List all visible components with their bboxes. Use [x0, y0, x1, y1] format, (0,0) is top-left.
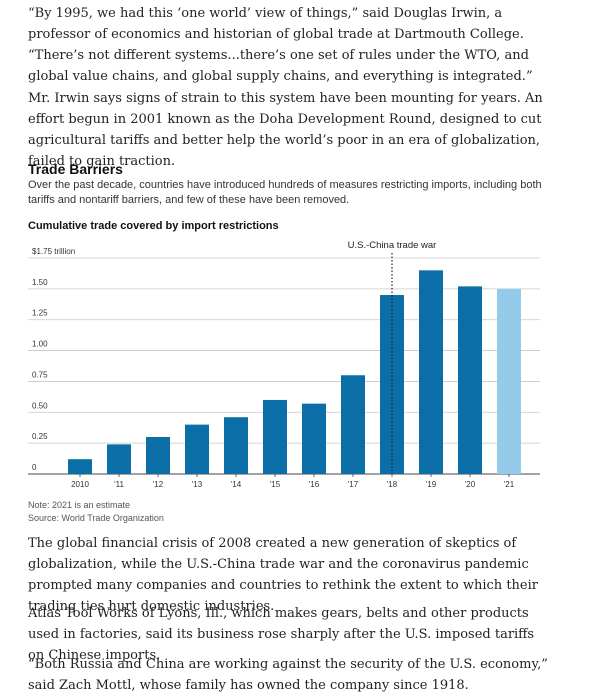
y-tick-label: $1.75 trillion [32, 247, 75, 256]
y-tick-label: 1.00 [32, 340, 48, 349]
x-tick-label: '13 [192, 480, 203, 489]
y-tick-label: 1.25 [32, 309, 48, 318]
x-tick-label: '17 [348, 480, 359, 489]
bar-7 [341, 375, 365, 474]
bar-10 [458, 286, 482, 474]
paragraph-1: “By 1995, we had this ‘one world’ view o… [28, 6, 533, 84]
bar-9 [419, 270, 443, 474]
y-tick-label: 0.75 [32, 370, 48, 379]
bar-11 [497, 288, 521, 474]
chart-description: Over the past decade, countries have int… [28, 179, 542, 206]
bar-8 [380, 295, 404, 474]
y-tick-label: 1.50 [32, 278, 48, 287]
annotation-label: U.S.-China trade war [348, 240, 437, 251]
chart-notes: Note: 2021 is an estimate Source: World … [28, 499, 164, 525]
bar-3 [185, 424, 209, 474]
chart-note: Note: 2021 is an estimate [28, 500, 131, 510]
x-tick-label: '20 [465, 480, 476, 489]
chart-source: Source: World Trade Organization [28, 513, 164, 523]
bar-0 [68, 459, 92, 474]
x-tick-label: 2010 [71, 480, 89, 489]
x-tick-label: '18 [387, 480, 398, 489]
y-tick-label: 0 [32, 463, 37, 472]
chart-heading: Cumulative trade covered by import restr… [28, 220, 279, 232]
x-tick-label: '15 [270, 480, 281, 489]
paragraph-3: The global financial crisis of 2008 crea… [28, 536, 538, 614]
x-tick-label: '12 [153, 480, 164, 489]
y-tick-label: 0.50 [32, 401, 48, 410]
bar-chart: 0 0.25 0.50 0.75 1.00 1.25 1.50 $1.75 trillion 2… [28, 240, 540, 489]
x-tick-label: '19 [426, 480, 437, 489]
x-tick-label: '11 [114, 480, 124, 489]
x-tick-label: '14 [231, 480, 242, 489]
x-tick-label: '21 [504, 480, 515, 489]
bar-5 [263, 399, 287, 474]
chart-title: Trade Barriers [28, 161, 123, 177]
bar-2 [146, 436, 170, 474]
bar-4 [224, 417, 248, 474]
bar-1 [107, 444, 131, 474]
paragraph-5: “Both Russia and China are working again… [28, 657, 548, 693]
paragraph-2: Mr. Irwin says signs of strain to this s… [28, 91, 543, 169]
y-tick-label: 0.25 [32, 432, 48, 441]
x-tick-label: '16 [309, 480, 320, 489]
paragraph-4: Atlas Tool Works of Lyons, Ill., which m… [28, 606, 535, 663]
bar-6 [302, 403, 326, 474]
